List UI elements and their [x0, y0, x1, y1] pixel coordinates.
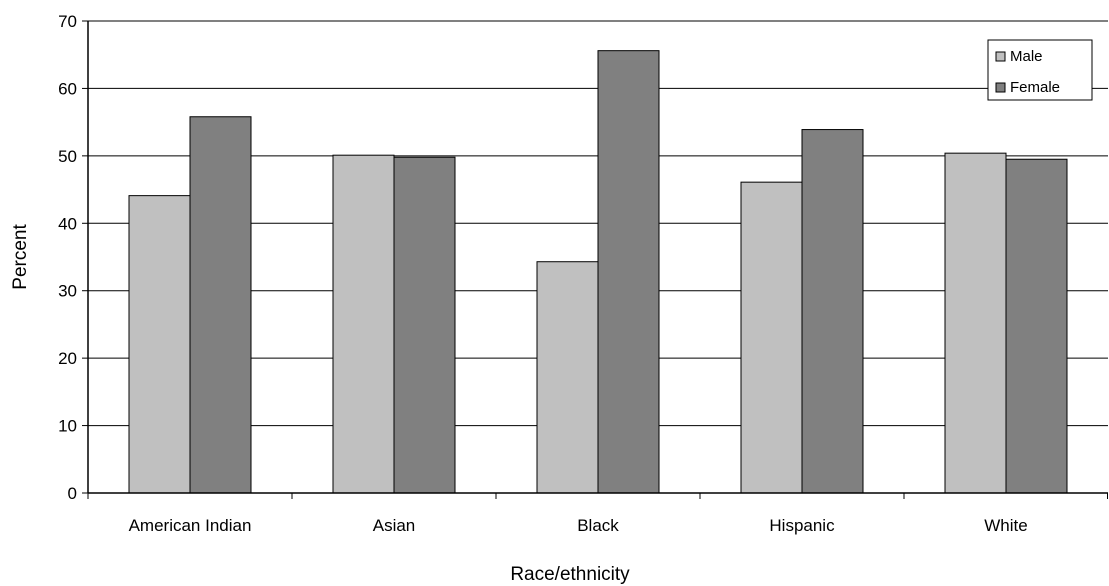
y-tick-label: 20: [58, 349, 77, 368]
legend-swatch-male: [995, 51, 1006, 62]
bar-male-asian: [332, 154, 395, 494]
bars: [128, 50, 1068, 494]
bar-female-hispanic: [801, 129, 864, 494]
axes: [82, 20, 1108, 499]
legend-label-female: Female: [1010, 79, 1060, 96]
bar-female-white: [1005, 158, 1068, 494]
y-tick-label: 30: [58, 282, 77, 301]
y-tick-labels: 0 10 20 30 40 50 60 70: [58, 12, 77, 503]
bar-male-american-indian: [128, 195, 191, 494]
y-tick-label: 60: [58, 79, 77, 98]
bar-female-american-indian: [189, 116, 252, 494]
bar-male-black: [536, 261, 599, 494]
legend-label-male: Male: [1010, 48, 1043, 65]
bar-male-hispanic: [740, 181, 803, 494]
bar-male-white: [944, 152, 1007, 494]
x-axis-title: Race/ethnicity: [510, 564, 630, 585]
y-axis-title: Percent: [10, 224, 31, 290]
legend-swatch-female: [995, 82, 1006, 93]
x-tick-label: Asian: [373, 516, 416, 535]
x-tick-label: American Indian: [129, 516, 252, 535]
x-tick-labels: American Indian Asian Black Hispanic White: [129, 516, 1028, 535]
y-tick-label: 10: [58, 417, 77, 436]
y-tick-label: 0: [68, 484, 77, 503]
x-tick-label: Hispanic: [769, 516, 835, 535]
bar-female-black: [597, 50, 660, 494]
legend: Male Female: [987, 39, 1093, 101]
y-tick-label: 40: [58, 214, 77, 233]
x-tick-label: Black: [577, 516, 619, 535]
y-tick-label: 70: [58, 12, 77, 31]
bar-female-asian: [393, 156, 456, 494]
y-tick-label: 50: [58, 147, 77, 166]
x-tick-label: White: [984, 516, 1027, 535]
